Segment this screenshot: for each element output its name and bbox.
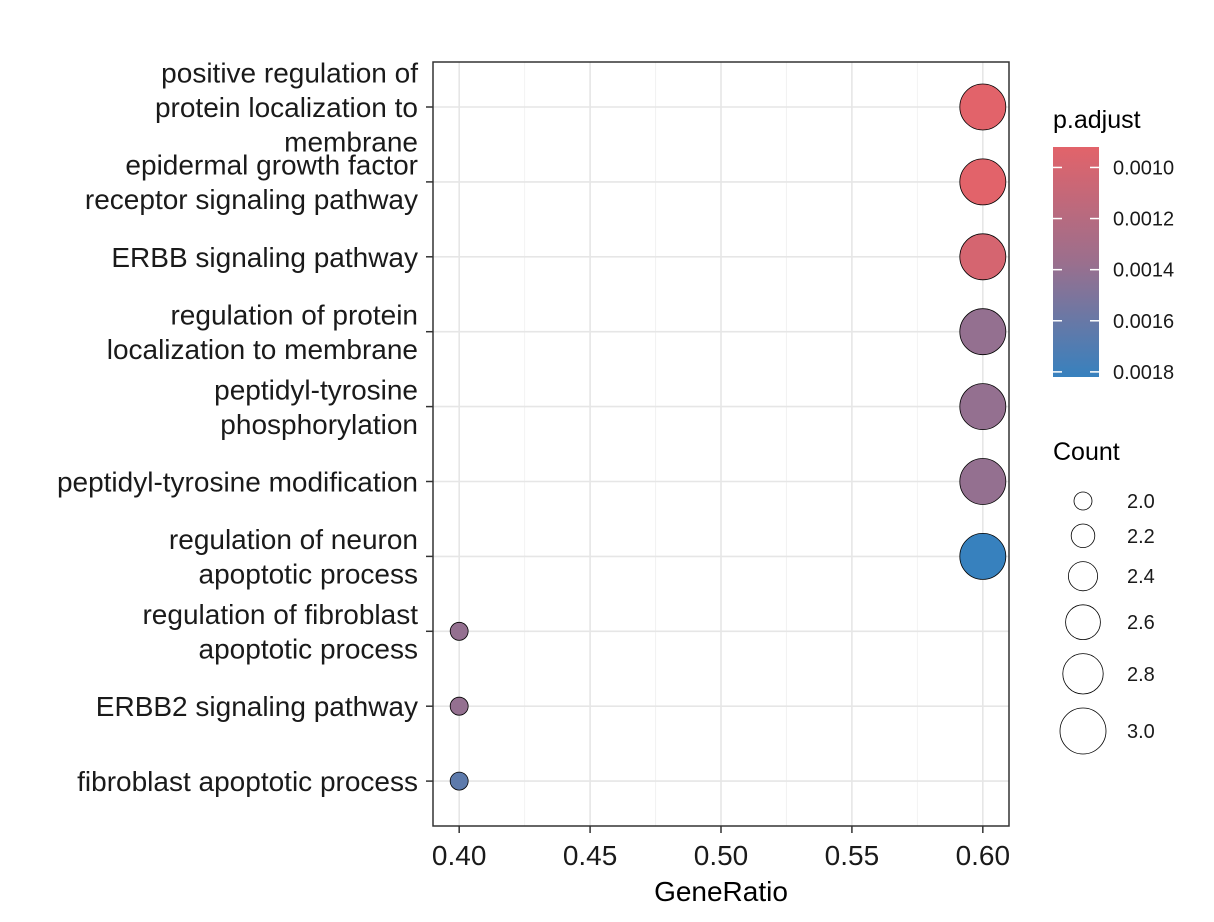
data-point bbox=[449, 771, 469, 791]
y-axis-ticks bbox=[426, 106, 433, 782]
size-legend-circle bbox=[1070, 523, 1096, 549]
x-axis-ticks: 0.40 0.45 0.50 0.55 0.60 bbox=[432, 826, 1010, 871]
x-tick-label: 0.50 bbox=[694, 840, 749, 871]
size-legend-label: 2.8 bbox=[1127, 664, 1155, 686]
y-tick-label: positive regulation of protein localizati… bbox=[155, 58, 418, 158]
data-point bbox=[959, 458, 1007, 505]
data-point bbox=[959, 308, 1007, 356]
y-tick-label: regulation of fibroblast apoptotic proces… bbox=[142, 599, 418, 665]
size-legend-circle bbox=[1062, 653, 1104, 695]
size-legend-title: Count bbox=[1053, 438, 1120, 466]
x-axis-title: GeneRatio bbox=[654, 876, 788, 907]
x-tick-label: 0.60 bbox=[956, 840, 1011, 871]
size-legend-circle bbox=[1059, 707, 1107, 755]
color-legend-label: 0.0014 bbox=[1113, 260, 1174, 282]
y-tick-label: regulation of neuron apoptotic process bbox=[169, 524, 418, 590]
size-legend: Count 2.0 2.2 2.4 2.6 2.8 3.0 bbox=[1053, 438, 1155, 755]
color-legend-label: 0.0010 bbox=[1113, 157, 1174, 179]
color-legend-label: 0.0012 bbox=[1113, 209, 1174, 231]
color-legend-ticks: 0.0010 0.0012 0.0014 0.0016 0.0018 bbox=[1053, 157, 1174, 384]
y-axis-labels: positive regulation of protein localizati… bbox=[57, 58, 418, 798]
size-legend-label: 2.2 bbox=[1127, 526, 1155, 548]
data-point bbox=[959, 233, 1007, 281]
x-tick-label: 0.55 bbox=[825, 840, 880, 871]
data-point bbox=[959, 158, 1007, 206]
x-tick-label: 0.40 bbox=[432, 840, 487, 871]
size-legend-circle bbox=[1068, 561, 1099, 592]
y-tick-label: ERBB signaling pathway bbox=[111, 242, 418, 273]
color-legend-bar bbox=[1053, 147, 1099, 377]
color-legend: p.adjust 0.0010 0.0012 0.0014 0.0016 0.0018 bbox=[1053, 106, 1174, 384]
size-legend-label: 2.6 bbox=[1127, 612, 1155, 634]
y-tick-label: ERBB2 signaling pathway bbox=[96, 691, 418, 722]
data-point bbox=[959, 83, 1007, 131]
x-tick-label: 0.45 bbox=[563, 840, 618, 871]
data-point bbox=[959, 533, 1007, 580]
size-legend-circle bbox=[1073, 491, 1093, 511]
data-point bbox=[449, 696, 469, 716]
size-legend-label: 3.0 bbox=[1127, 721, 1155, 743]
y-tick-label: peptidyl-tyrosine phosphorylation bbox=[214, 374, 418, 440]
data-points bbox=[449, 83, 1007, 791]
size-legend-keys: 2.0 2.2 2.4 2.6 2.8 3.0 bbox=[1059, 491, 1155, 755]
data-point bbox=[959, 383, 1007, 431]
y-tick-label: fibroblast apoptotic process bbox=[77, 766, 418, 797]
y-tick-label: peptidyl-tyrosine modification bbox=[57, 467, 418, 498]
size-legend-label: 2.0 bbox=[1127, 491, 1155, 513]
color-legend-title: p.adjust bbox=[1053, 106, 1141, 134]
y-tick-label: regulation of protein localization to mem… bbox=[107, 299, 418, 365]
size-legend-circle bbox=[1065, 604, 1101, 640]
color-legend-label: 0.0018 bbox=[1113, 362, 1174, 384]
y-tick-label: epidermal growth factor receptor signalin… bbox=[85, 150, 418, 216]
data-point bbox=[449, 621, 469, 641]
size-legend-label: 2.4 bbox=[1127, 566, 1155, 588]
color-legend-label: 0.0016 bbox=[1113, 311, 1174, 333]
